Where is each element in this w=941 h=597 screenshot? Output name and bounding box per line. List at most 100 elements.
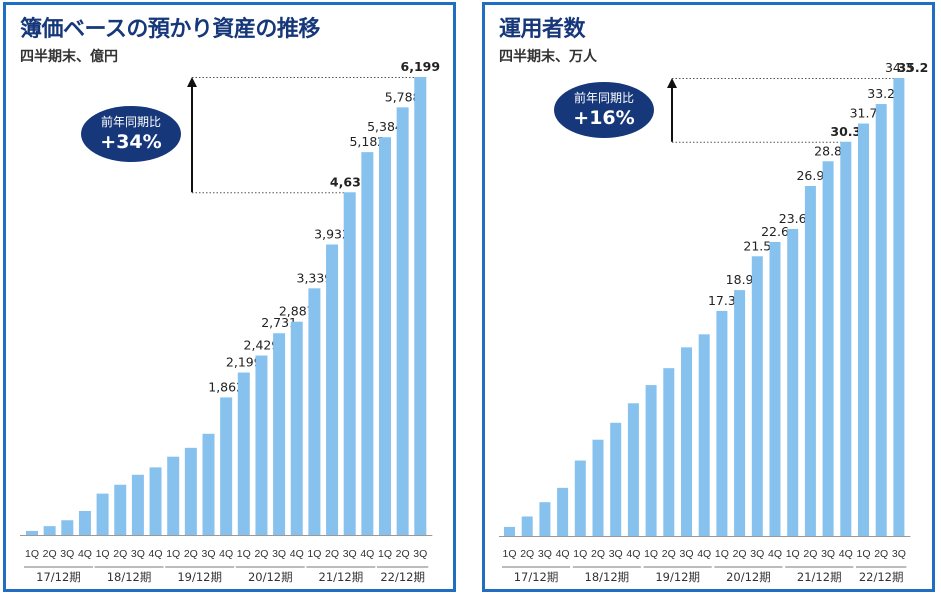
x-tick-label: 3Q (272, 548, 286, 560)
yoy-arrow-head (187, 77, 197, 87)
x-tick-label: 4Q (290, 548, 304, 560)
bar (308, 288, 321, 535)
x-tick-label: 3Q (131, 548, 145, 560)
bar (858, 123, 869, 537)
bar (167, 456, 180, 535)
x-year-label: 20/12期 (726, 570, 771, 584)
x-tick-label: 2Q (662, 548, 676, 560)
bar (557, 487, 569, 536)
data-label: 5,384 (367, 119, 403, 134)
bar (627, 403, 639, 536)
x-tick-label: 4Q (360, 548, 374, 560)
bar (663, 368, 675, 536)
bar (255, 355, 268, 535)
chart-panel-users: 運用者数 四半期末、万人 17.3 18.9 21.5 22.6 23.6 26.9 28.… (482, 2, 935, 592)
data-label: 30.3 (830, 124, 861, 139)
yoy-badge: 前年同期比 +34% (81, 106, 181, 162)
x-year-label: 21/12期 (797, 570, 842, 584)
bar (361, 152, 374, 535)
bar (326, 244, 339, 535)
x-tick-label: 1Q (856, 548, 870, 560)
chart-title: 簿価ベースの預かり資産の推移 (20, 17, 320, 42)
data-label: 2,199 (226, 355, 262, 370)
x-tick-label: 1Q (25, 548, 39, 560)
bar (875, 104, 887, 536)
x-tick-label: 1Q (237, 548, 251, 560)
x-tick-label: 3Q (821, 548, 835, 560)
chart-panel-aum: 簿価ベースの預かり資産の推移 四半期末、億円 1,862 2,199 2,429 2,… (3, 2, 456, 592)
data-label: 35.2 (897, 60, 928, 75)
x-tick-label: 4Q (78, 548, 92, 560)
data-label: 6,199 (401, 59, 441, 74)
x-year-label: 19/12期 (655, 570, 700, 584)
x-tick-label: 1Q (307, 548, 321, 560)
bar (840, 141, 852, 536)
bar (822, 161, 834, 537)
x-tick-label: 2Q (591, 548, 605, 560)
data-label: 3,932 (314, 226, 350, 241)
x-tick-label: 3Q (609, 548, 623, 560)
x-year-label: 22/12期 (859, 570, 904, 584)
x-tick-label: 3Q (343, 548, 357, 560)
x-tick-label: 2Q (184, 548, 198, 560)
x-tick-label: 1Q (502, 548, 516, 560)
x-year-label: 17/12期 (36, 570, 81, 584)
x-tick-label: 2Q (113, 548, 127, 560)
x-year-label: 18/12期 (585, 570, 630, 584)
x-tick-label: 2Q (396, 548, 410, 560)
chart-users: 17.3 18.9 21.522.623.6 26.9 28.8 30.3 31.7 33.2… (499, 60, 928, 584)
bar (43, 526, 56, 535)
data-label: 2,429 (244, 338, 280, 353)
x-tick-label: 1Q (644, 548, 658, 560)
data-label: 5,788 (385, 89, 421, 104)
x-tick-label: 1Q (573, 548, 587, 560)
x-tick-label: 4Q (768, 548, 782, 560)
x-tick-label: 1Q (378, 548, 392, 560)
bar (184, 447, 197, 535)
bar (787, 228, 799, 536)
x-year-label: 22/12期 (380, 570, 425, 584)
bar (610, 422, 622, 536)
data-label: 4,639 (330, 174, 370, 189)
data-label: 31.7 (850, 106, 878, 121)
data-label: 1,862 (208, 379, 244, 394)
x-tick-label: 4Q (839, 548, 853, 560)
yoy-value: +16% (573, 107, 635, 129)
data-label: 3,339 (297, 270, 333, 285)
x-year-label: 20/12期 (248, 570, 293, 584)
x-tick-label: 2Q (874, 548, 888, 560)
x-tick-label: 2Q (254, 548, 268, 560)
bar (698, 334, 710, 536)
x-tick-label: 3Q (413, 548, 427, 560)
x-tick-label: 3Q (750, 548, 764, 560)
x-tick-label: 3Q (892, 548, 906, 560)
x-year-label: 19/12期 (177, 570, 222, 584)
x-year-label: 21/12期 (319, 570, 364, 584)
x-tick-label: 4Q (219, 548, 233, 560)
x-tick-label: 2Q (803, 548, 817, 560)
bar (681, 347, 692, 536)
bar (149, 467, 162, 535)
bar (893, 78, 905, 536)
x-tick-label: 1Q (166, 548, 180, 560)
x-year-label: 18/12期 (107, 570, 152, 584)
bar (114, 484, 127, 535)
bar (734, 290, 746, 536)
x-tick-label: 2Q (733, 548, 747, 560)
data-label: 33.2 (867, 86, 895, 101)
data-label: 22.6 (761, 224, 789, 239)
bar (61, 520, 74, 535)
x-tick-label: 1Q (96, 548, 110, 560)
bar (273, 333, 286, 535)
data-label: 34.3 (885, 60, 913, 75)
bar (574, 460, 586, 536)
data-label: 21.5 (743, 238, 771, 253)
bar (290, 321, 303, 535)
data-label: 26.9 (796, 168, 824, 183)
data-label: 2,887 (279, 304, 315, 319)
bar (539, 502, 551, 536)
data-label: 18.9 (726, 272, 754, 287)
x-tick-label: 3Q (60, 548, 74, 560)
bar (804, 185, 816, 536)
